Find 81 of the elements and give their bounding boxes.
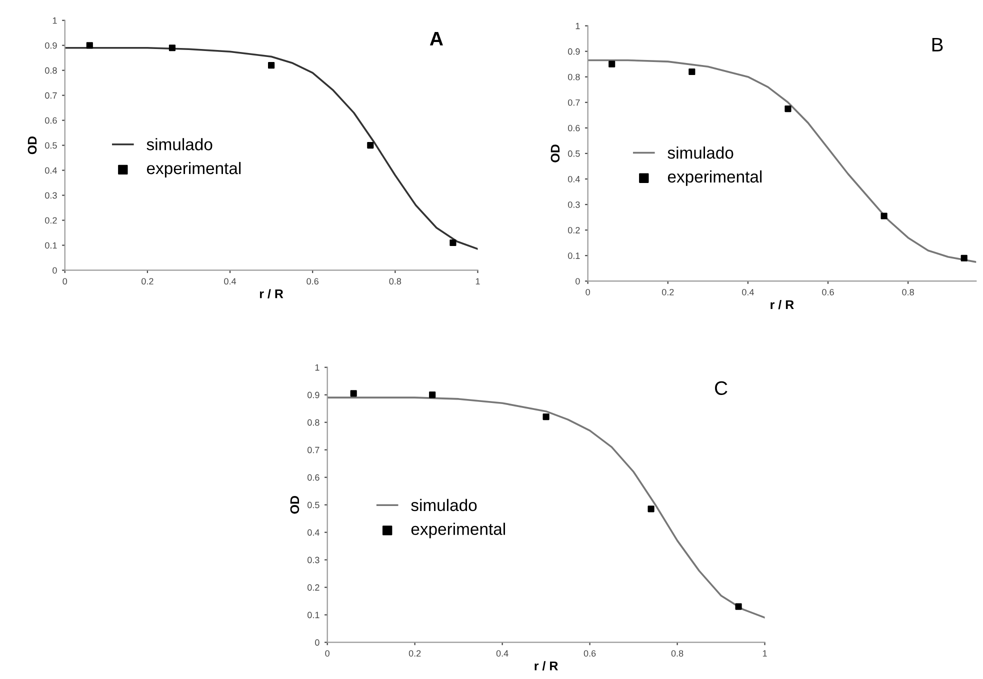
legend-label: simulado [146, 138, 212, 150]
y-tick-label: 0.1 [308, 612, 320, 618]
y-tick-label: 0.2 [568, 227, 580, 234]
x-tick-label: 0 [325, 650, 330, 657]
y-tick-label: 0.8 [45, 67, 57, 74]
x-tick-label: 0.8 [389, 278, 402, 285]
y-tick-label: 0.3 [308, 556, 320, 564]
legend-label: experimental [411, 522, 505, 538]
point [168, 44, 176, 52]
y-tick-label: 0.5 [308, 502, 320, 508]
x-axis-title: r / R [260, 289, 284, 298]
point [86, 42, 93, 49]
point [735, 603, 742, 610]
y-axis-title: OD [28, 136, 37, 154]
point [648, 506, 654, 512]
x-tick-label: 1 [762, 650, 767, 657]
x-tick-label: 0.4 [224, 278, 236, 285]
point [450, 239, 456, 246]
y-tick-label: 0.9 [45, 42, 57, 49]
legend-label: experimental [668, 170, 762, 186]
y-tick-label: 0.4 [45, 167, 57, 174]
y-tick-label: 0 [52, 267, 57, 274]
chart-title: A [430, 32, 443, 46]
y-tick-label: 1 [315, 364, 320, 371]
x-tick-label: 0 [62, 278, 68, 285]
line-series [327, 396, 765, 618]
point [784, 105, 792, 112]
y-tick-label: 0.7 [308, 446, 320, 454]
y-tick-label: 0.1 [568, 252, 580, 259]
legend-label: experimental [146, 162, 241, 178]
x-tick-label: 0.2 [662, 288, 674, 296]
legend-label: simulado [411, 498, 477, 512]
y-tick-label: 0.7 [45, 92, 57, 99]
chart-title: B [932, 38, 943, 52]
legend-label: simulado [668, 146, 734, 159]
x-tick-label: 1 [476, 278, 480, 284]
x-tick-label: 0.2 [408, 650, 421, 657]
y-tick-label: 0.8 [308, 419, 320, 426]
y-axis-title: OD [290, 496, 300, 514]
y-tick-label: 0.9 [308, 392, 320, 398]
y-tick-label: 0.8 [568, 74, 580, 80]
point [688, 68, 696, 76]
y-tick-label: 0 [315, 639, 320, 646]
y-tick-label: 0.3 [45, 192, 57, 199]
point [960, 254, 968, 262]
line-series [64, 46, 478, 250]
y-tick-label: 0.7 [568, 99, 580, 106]
y-tick-label: 1 [576, 22, 580, 30]
point [429, 392, 436, 398]
x-axis-title: r / R [770, 300, 794, 310]
x-tick-label: 0.4 [496, 650, 508, 657]
y-tick-label: 0.3 [568, 201, 580, 208]
y-tick-label: 0.6 [568, 124, 580, 132]
text: C [714, 381, 728, 396]
x-tick-label: 0.4 [742, 288, 754, 296]
y-tick-label: 0.4 [568, 176, 580, 182]
y-tick-label: 0.5 [568, 150, 580, 157]
x-tick-label: 0.6 [584, 650, 596, 657]
y-tick-label: 0.6 [45, 117, 57, 124]
y-tick-label: 0.2 [45, 217, 57, 224]
y-tick-label: 0.6 [308, 474, 320, 481]
y-tick-label: 0.2 [308, 584, 320, 591]
x-tick-label: 0.6 [822, 288, 834, 296]
x-axis-title: r / R [534, 661, 558, 670]
point [268, 62, 275, 69]
x-tick-label: 0 [586, 288, 590, 296]
point [608, 60, 616, 68]
y-tick-label: 0.5 [45, 142, 57, 149]
y-axis-title: OD [550, 144, 560, 162]
point [880, 212, 888, 220]
point [542, 414, 550, 420]
point [350, 390, 357, 397]
line-series [588, 59, 976, 263]
y-tick-label: 0.1 [45, 242, 57, 249]
x-tick-label: 0.8 [902, 288, 914, 296]
point [367, 142, 374, 149]
y-tick-label: 1 [52, 17, 57, 24]
y-tick-label: 0.4 [308, 529, 320, 536]
x-tick-label: 0.2 [142, 278, 154, 285]
x-tick-label: 0.8 [671, 650, 684, 657]
y-tick-label: 0.9 [568, 48, 580, 55]
